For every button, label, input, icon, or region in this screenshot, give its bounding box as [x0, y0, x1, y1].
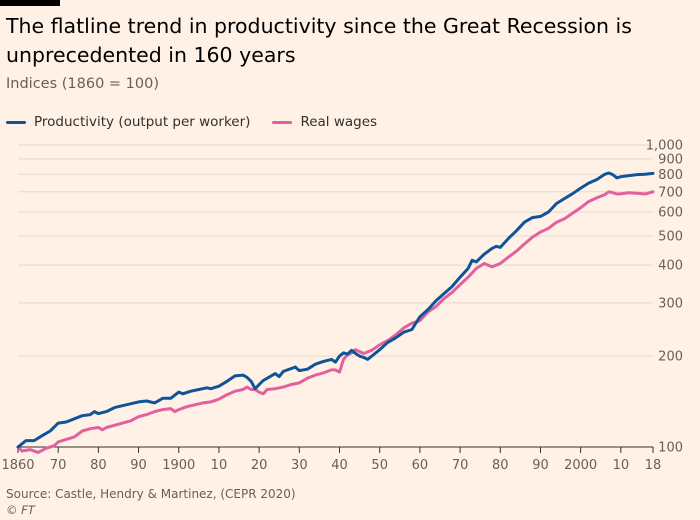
x-tick-label: 30: [291, 458, 308, 473]
x-tick-label: 90: [130, 458, 147, 473]
chart-subtitle: Indices (1860 = 100): [6, 76, 160, 92]
x-tick-label: 70: [452, 458, 469, 473]
x-tick-label: 90: [532, 458, 549, 473]
ft-credit: © FT: [6, 503, 35, 517]
x-tick-label: 10: [613, 458, 630, 473]
x-tick-label: 1860: [1, 458, 34, 473]
y-tick-label: 1,000: [646, 139, 683, 154]
y-tick-label: 100: [658, 441, 683, 456]
legend-item-wages: Real wages: [272, 114, 377, 130]
legend-swatch-wages: [272, 120, 293, 124]
x-tick-label: 50: [371, 458, 388, 473]
y-tick-label: 900: [658, 152, 683, 167]
x-tick-label: 60: [412, 458, 429, 473]
source-note: Source: Castle, Hendry & Martinez, (CEPR…: [6, 487, 296, 501]
y-tick-label: 300: [658, 296, 683, 311]
y-tick-label: 500: [658, 229, 683, 244]
x-tick-label: 20: [251, 458, 268, 473]
legend-item-productivity: Productivity (output per worker): [6, 114, 250, 130]
real-wages-line: [16, 190, 655, 454]
legend-label-wages: Real wages: [300, 114, 378, 130]
x-tick-label: 10: [211, 458, 228, 473]
productivity-line: [16, 171, 655, 449]
x-tick-label: 18: [645, 458, 662, 473]
y-tick-label: 400: [658, 259, 683, 274]
x-tick-label: 40: [331, 458, 348, 473]
y-tick-label: 200: [658, 350, 683, 365]
x-tick-label: 70: [50, 458, 67, 473]
legend: Productivity (output per worker) Real wa…: [6, 114, 399, 130]
x-axis-ticks: 1860 70 80 90 1900 10 20 30 40 50 60 70 80 90 2000 10 18: [1, 447, 661, 473]
y-tick-label: 800: [658, 168, 683, 183]
ft-top-bar: [0, 0, 60, 6]
y-tick-label: 700: [658, 185, 683, 200]
x-tick-label: 1900: [162, 458, 195, 473]
x-tick-label: 80: [492, 458, 509, 473]
x-tick-label: 80: [90, 458, 107, 473]
legend-label-productivity: Productivity (output per worker): [34, 114, 251, 130]
chart-title: The flatline trend in productivity since…: [6, 14, 632, 67]
y-tick-label: 600: [658, 205, 683, 220]
legend-swatch-productivity: [6, 120, 26, 124]
x-tick-label: 2000: [564, 458, 597, 473]
series-lines: [16, 171, 655, 454]
gridlines: [18, 144, 653, 448]
